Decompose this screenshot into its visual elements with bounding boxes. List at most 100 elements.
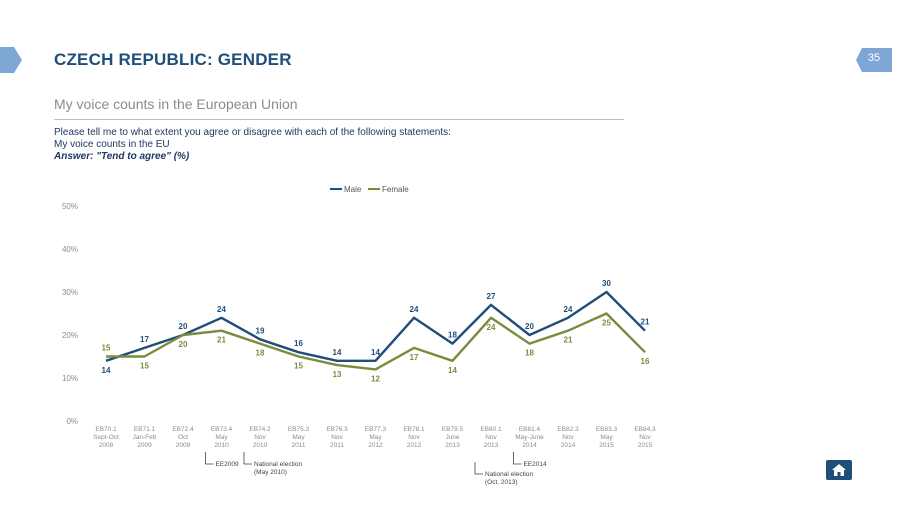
question-item: My voice counts in the EU bbox=[54, 139, 170, 150]
x-tick-label: 2012 bbox=[407, 442, 422, 449]
x-tick-label: 2009 bbox=[176, 442, 191, 449]
x-tick-label: Nov bbox=[639, 434, 651, 441]
page-number: 35 bbox=[867, 52, 881, 64]
x-tick-label: 2015 bbox=[599, 442, 614, 449]
x-tick-label: 2012 bbox=[368, 442, 383, 449]
data-label: 20 bbox=[179, 340, 188, 349]
data-label: 15 bbox=[140, 362, 149, 371]
x-tick-label: EB77.3 bbox=[365, 426, 387, 433]
x-tick-label: EB71.1 bbox=[134, 426, 156, 433]
data-label: 15 bbox=[294, 362, 303, 371]
legend-label: Female bbox=[382, 185, 409, 194]
subtitle-divider bbox=[54, 119, 624, 120]
x-tick-label: 2013 bbox=[445, 442, 460, 449]
page-number-badge bbox=[856, 48, 892, 72]
data-label: 17 bbox=[410, 353, 419, 362]
data-label: 20 bbox=[179, 322, 188, 331]
y-tick-label: 0% bbox=[66, 417, 78, 426]
x-tick-label: 2013 bbox=[484, 442, 499, 449]
x-tick-label: 2010 bbox=[214, 442, 229, 449]
question-block: Please tell me to what extent you agree … bbox=[54, 127, 451, 163]
section-subtitle: My voice counts in the European Union bbox=[54, 96, 298, 112]
x-tick-label: EB80.1 bbox=[480, 426, 502, 433]
x-tick-label: May bbox=[215, 434, 228, 441]
question-text: Please tell me to what extent you agree … bbox=[54, 127, 451, 138]
data-label: 21 bbox=[641, 318, 650, 327]
y-tick-label: 30% bbox=[62, 288, 78, 297]
data-label: 16 bbox=[294, 339, 303, 348]
data-label: 21 bbox=[564, 336, 573, 345]
answer-label: Answer: "Tend to agree" (%) bbox=[54, 151, 190, 162]
x-tick-label: EB81.4 bbox=[519, 426, 541, 433]
x-tick-label: Sept-Oct bbox=[93, 434, 119, 441]
data-label: 13 bbox=[333, 370, 342, 379]
y-tick-label: 20% bbox=[62, 331, 78, 340]
y-tick-label: 50% bbox=[62, 202, 78, 211]
x-tick-label: EB75.3 bbox=[288, 426, 310, 433]
x-tick-label: 2014 bbox=[561, 442, 576, 449]
data-label: 24 bbox=[217, 305, 226, 314]
data-label: 18 bbox=[256, 349, 265, 358]
x-tick-label: EB76.3 bbox=[326, 426, 348, 433]
annotation-label: National election bbox=[254, 461, 302, 468]
y-tick-label: 40% bbox=[62, 245, 78, 254]
data-label: 25 bbox=[602, 319, 611, 328]
annotation-label: EE2009 bbox=[216, 461, 240, 468]
x-tick-label: Oct bbox=[178, 434, 188, 441]
x-tick-label: 2014 bbox=[522, 442, 537, 449]
legend-label: Male bbox=[344, 185, 362, 194]
data-label: 14 bbox=[102, 366, 111, 375]
data-label: 16 bbox=[641, 357, 650, 366]
x-tick-label: May-June bbox=[515, 434, 544, 441]
annotation-marker bbox=[474, 462, 483, 475]
x-tick-label: EB78.1 bbox=[403, 426, 425, 433]
data-label: 24 bbox=[487, 323, 496, 332]
home-button[interactable] bbox=[826, 460, 852, 480]
x-tick-label: Nov bbox=[254, 434, 266, 441]
x-tick-label: June bbox=[445, 434, 459, 441]
data-label: 17 bbox=[140, 335, 149, 344]
x-tick-label: EB74.2 bbox=[249, 426, 271, 433]
data-label: 14 bbox=[448, 366, 457, 375]
data-label: 14 bbox=[333, 348, 342, 357]
left-tab-marker bbox=[0, 47, 22, 73]
data-label: 19 bbox=[256, 326, 265, 335]
data-label: 27 bbox=[487, 292, 496, 301]
x-tick-label: May bbox=[292, 434, 305, 441]
annotation-marker bbox=[243, 452, 252, 465]
data-label: 30 bbox=[602, 279, 611, 288]
annotation-label: EE2014 bbox=[524, 461, 548, 468]
annotation-marker bbox=[513, 452, 522, 465]
data-label: 18 bbox=[525, 349, 534, 358]
x-tick-label: EB73.4 bbox=[211, 426, 233, 433]
x-tick-label: Nov bbox=[485, 434, 497, 441]
x-tick-label: Nov bbox=[408, 434, 420, 441]
data-label: 18 bbox=[448, 331, 457, 340]
annotation-label: National election bbox=[485, 471, 533, 478]
data-label: 21 bbox=[217, 336, 226, 345]
x-tick-label: EB84.3 bbox=[634, 426, 656, 433]
x-tick-label: EB70.1 bbox=[95, 426, 117, 433]
data-label: 24 bbox=[410, 305, 419, 314]
x-tick-label: May bbox=[600, 434, 613, 441]
page-title: CZECH REPUBLIC: GENDER bbox=[54, 50, 292, 69]
x-tick-label: 2009 bbox=[137, 442, 152, 449]
x-tick-label: EB82.3 bbox=[557, 426, 579, 433]
annotation-marker bbox=[205, 452, 214, 465]
home-icon bbox=[832, 464, 846, 476]
x-tick-label: 2008 bbox=[99, 442, 114, 449]
y-tick-label: 10% bbox=[62, 374, 78, 383]
data-label: 24 bbox=[564, 305, 573, 314]
x-tick-label: 2011 bbox=[292, 442, 306, 449]
x-tick-label: 2015 bbox=[638, 442, 653, 449]
data-label: 20 bbox=[525, 322, 534, 331]
series-line bbox=[105, 290, 646, 362]
x-tick-label: EB79.5 bbox=[442, 426, 464, 433]
data-label: 15 bbox=[102, 344, 111, 353]
x-tick-label: 2010 bbox=[253, 442, 268, 449]
x-tick-label: 2011 bbox=[330, 442, 344, 449]
x-tick-label: Nov bbox=[331, 434, 343, 441]
x-tick-label: EB83.3 bbox=[596, 426, 618, 433]
series-line bbox=[106, 312, 646, 371]
